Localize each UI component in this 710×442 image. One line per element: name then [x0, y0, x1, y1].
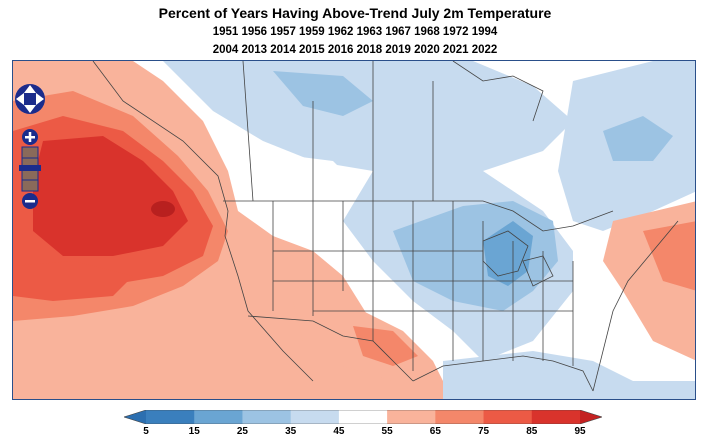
map-outlines [92, 61, 679, 392]
colorbar-tick-label: 65 [429, 426, 441, 437]
pacific-core [151, 201, 175, 217]
colorbar-segment [242, 410, 292, 424]
colorbar-tick-label: 75 [477, 426, 490, 437]
colorbar-segments [124, 410, 602, 424]
atlantic-warmer-region [643, 221, 695, 291]
pan-arrows-icon[interactable] [15, 84, 45, 114]
colorbar-tick-label: 15 [188, 426, 200, 437]
colorbar-tick-label: 55 [381, 426, 393, 437]
map-title: Percent of Years Having Above-Trend July… [158, 5, 552, 21]
colorbar-tick-label: 25 [236, 426, 248, 437]
colorbar-tick-label: 45 [333, 426, 345, 437]
colorbar-labels: 5 15 25 35 45 55 65 75 85 95 [124, 426, 602, 440]
map-nav-panel [15, 84, 45, 209]
zoom-slider[interactable] [19, 146, 41, 192]
colorbar-tick-label: 35 [285, 426, 297, 437]
colorbar-tick-label: 5 [143, 426, 149, 437]
colorbar-tick-label: 95 [574, 426, 586, 437]
colorbar-extend-high [580, 410, 602, 424]
map-viewport[interactable] [12, 60, 696, 400]
colorbar-segment [387, 410, 436, 424]
colorbar-segment [531, 410, 581, 424]
east-coastline [592, 220, 679, 392]
map-canvas [13, 61, 695, 399]
colorbar-segment [435, 410, 485, 424]
us-mexico-border [247, 315, 414, 382]
midwest-coolest-region [483, 221, 533, 286]
pacific-hottest-region [33, 136, 188, 256]
state-lines-east [482, 221, 574, 366]
years-line-2: 2004 2013 2014 2015 2016 2018 2019 2020 … [212, 44, 498, 56]
canada-cooler-region [273, 71, 373, 116]
colorbar-segment [146, 410, 195, 424]
state-lines-west [272, 201, 454, 371]
state-lines-horizontal [273, 250, 573, 312]
colorbar-extend-low [124, 410, 146, 424]
chart-title-block: Percent of Years Having Above-Trend July… [0, 4, 710, 59]
colorbar-segment [290, 410, 340, 424]
canada-cool-region [163, 61, 573, 176]
hudson-bay-outline [452, 61, 544, 122]
pacific-coastline [92, 61, 314, 382]
texas-warmer-region [353, 326, 418, 366]
years-line-1: 1951 1956 1957 1959 1962 1963 1967 1968 … [212, 26, 498, 38]
zoom-out-button[interactable] [22, 193, 38, 209]
colorbar [124, 410, 602, 424]
quebec-cooler-patch [603, 116, 673, 161]
colorbar-segment [483, 410, 533, 424]
pacific-south-band [13, 261, 133, 301]
zoom-in-button[interactable] [22, 129, 38, 145]
zoom-slider-handle [19, 165, 41, 171]
colorbar-tick-label: 85 [526, 426, 538, 437]
gulf-coastline [412, 355, 594, 392]
great-lakes-outline [482, 230, 554, 287]
colorbar-segment [194, 410, 243, 424]
southeast-cool-region [443, 351, 695, 399]
canada-province-lines [242, 61, 434, 202]
colorbar-segment [338, 410, 388, 424]
